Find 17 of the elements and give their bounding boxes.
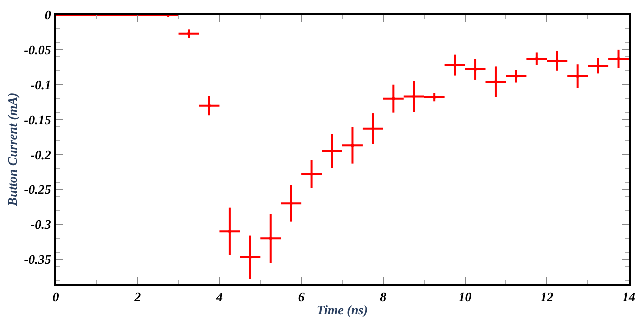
x-tick-label: 2 (134, 290, 142, 305)
y-tick-label: -0.25 (24, 182, 52, 198)
y-axis-title: Button Current (mA) (4, 92, 20, 208)
y-tick-label: -0.05 (24, 42, 52, 58)
y-tick-label: -0.15 (24, 112, 52, 128)
y-tick-label: 0 (44, 8, 52, 23)
x-tick-label: 8 (380, 290, 388, 305)
x-tick-label: 4 (215, 290, 224, 305)
y-tick-label: -0.35 (24, 252, 52, 268)
x-tick-label: 6 (298, 290, 306, 305)
x-axis-title: Time (ns) (316, 302, 368, 318)
y-tick-label: -0.3 (30, 217, 52, 232)
y-tick-label: -0.1 (30, 77, 52, 92)
x-tick-label: 12 (540, 290, 554, 305)
x-tick-label: 10 (458, 290, 472, 305)
x-tick-label: 14 (622, 290, 636, 305)
y-tick-label: -0.2 (30, 147, 52, 162)
